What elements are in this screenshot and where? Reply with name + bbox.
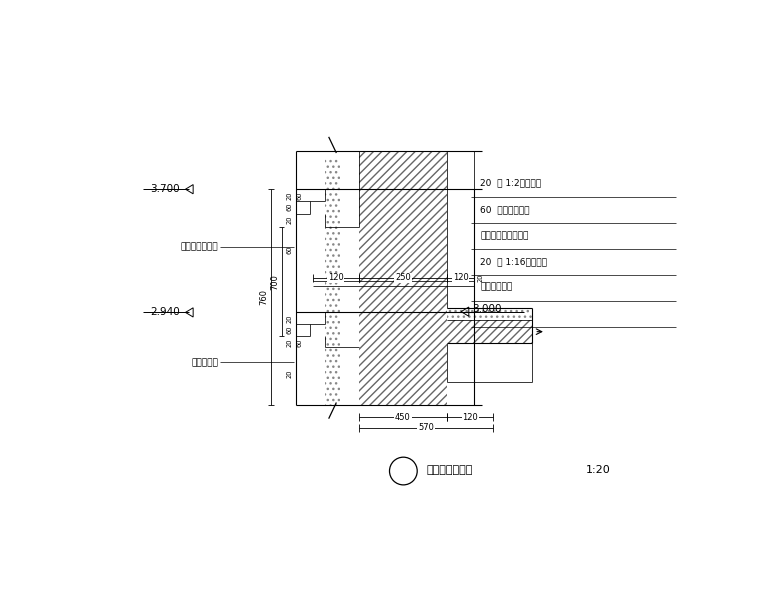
Text: 120: 120 (463, 412, 478, 422)
Text: 山墙一层顶线角: 山墙一层顶线角 (426, 465, 473, 475)
Text: 250: 250 (395, 273, 411, 282)
Text: 60: 60 (296, 191, 302, 199)
Bar (447, 320, 532, 343)
Text: 450: 450 (395, 412, 411, 422)
Bar (325, 157, 340, 405)
Text: 刷白色涂料: 刷白色涂料 (192, 358, 219, 367)
Text: 3.700: 3.700 (150, 184, 180, 194)
Text: 20: 20 (477, 274, 483, 282)
Text: 60  厚炉渣混凝土: 60 厚炉渣混凝土 (480, 205, 530, 215)
Text: 20  厚 1:16混合砂浆: 20 厚 1:16混合砂浆 (480, 257, 547, 266)
Text: 20: 20 (287, 191, 293, 199)
Bar (359, 151, 447, 405)
Text: 1:20: 1:20 (586, 465, 610, 475)
Text: 120: 120 (453, 273, 469, 282)
Bar (447, 308, 532, 320)
Text: 570: 570 (418, 424, 434, 433)
Text: 20: 20 (287, 369, 293, 378)
Text: 700: 700 (271, 274, 280, 290)
Text: 3.000: 3.000 (472, 304, 502, 314)
Text: 60: 60 (287, 246, 293, 254)
Text: 60: 60 (296, 338, 302, 347)
Text: 20: 20 (287, 314, 293, 323)
Text: 现浇钢筋混凝土楼板: 现浇钢筋混凝土楼板 (480, 231, 529, 240)
Text: 60: 60 (287, 203, 293, 211)
Text: 集白色外墙面砖: 集白色外墙面砖 (181, 242, 219, 252)
Text: 刷白明色涂料: 刷白明色涂料 (480, 283, 512, 292)
Text: 760: 760 (260, 289, 268, 305)
Text: 20  厚 1:2水泥砂浆: 20 厚 1:2水泥砂浆 (480, 178, 541, 187)
Text: 20: 20 (287, 216, 293, 224)
Text: 20: 20 (287, 338, 293, 347)
Text: 120: 120 (328, 273, 344, 282)
Text: 60: 60 (287, 326, 293, 334)
Text: 2.940: 2.940 (150, 308, 180, 317)
